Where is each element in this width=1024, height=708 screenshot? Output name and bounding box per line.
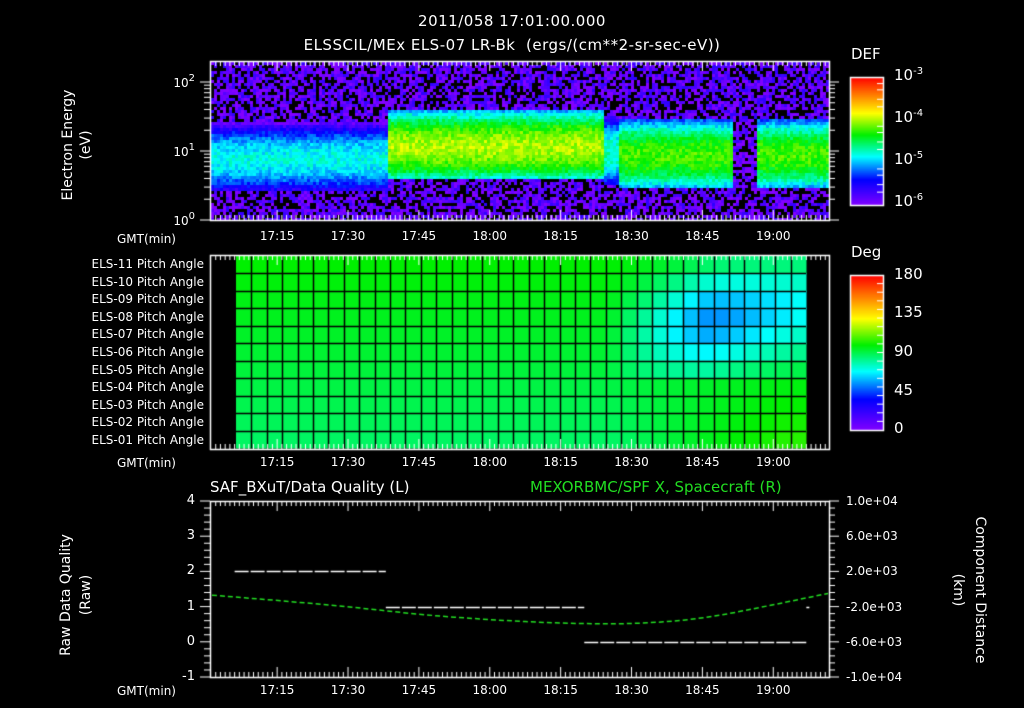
left-y-tick: 1: [186, 598, 195, 614]
def-colorbar-tick: 10-5: [894, 150, 924, 168]
pitch-row-label: ELS-08 Pitch Angle: [91, 309, 204, 324]
plot-timestamp: 2011/058 17:01:00.000: [418, 12, 606, 30]
spectrogram-yunit: (eV): [78, 130, 94, 160]
deg-colorbar-tick: 180: [894, 265, 923, 283]
x-tick-label: 17:30: [330, 229, 366, 243]
x-tick-label: 19:00: [755, 229, 791, 243]
spectrogram-ytick-1: 100: [173, 211, 195, 228]
pitch-row-label: ELS-01 Pitch Angle: [91, 433, 204, 447]
left-y-tick: -1: [182, 669, 195, 684]
x-tick-label: 17:45: [401, 455, 437, 469]
def-colorbar-tick: 10-6: [894, 192, 924, 210]
right-y-tick: 1.0e+04: [846, 494, 898, 508]
def-colorbar-tick: 10-4: [894, 108, 924, 126]
pitch-xlabel: GMT(min): [117, 456, 176, 470]
deg-colorbar-tick: 135: [894, 303, 923, 321]
x-tick-label: 17:15: [259, 455, 295, 469]
plot-subtitle: ELSSCIL/MEx ELS-07 LR-Bk (ergs/(cm**2-sr…: [303, 36, 721, 54]
right-y-tick: 6.0e+03: [846, 529, 898, 544]
pitch-row-label: ELS-05 Pitch Angle: [91, 362, 204, 377]
left-y-tick: 0: [186, 633, 195, 649]
def-colorbar-tick: 10-3: [894, 66, 924, 84]
x-tick-label: 17:45: [401, 683, 437, 697]
right-y-tick: -6.0e+03: [846, 634, 903, 649]
pitch-row-label: ELS-03 Pitch Angle: [91, 397, 204, 412]
pitch-row-label: ELS-04 Pitch Angle: [91, 380, 204, 395]
deg-colorbar-tick: 0: [894, 419, 904, 437]
x-tick-label: 18:15: [543, 683, 578, 697]
lineplot-xlabel: GMT(min): [117, 684, 176, 698]
right-y-tick: -1.0e+04: [846, 670, 903, 684]
right-y-tick: 2.0e+03: [846, 564, 898, 579]
lineplot-left-ylabel: Raw Data Quality: [58, 534, 74, 656]
right-series-title: MEXORBMC/SPF X, Spacecraft (R): [530, 478, 782, 496]
x-tick-label: 18:45: [685, 683, 720, 697]
left-y-tick: 3: [186, 528, 195, 544]
pitch-row-label: ELS-07 Pitch Angle: [91, 327, 204, 342]
x-tick-label: 18:30: [614, 455, 649, 469]
x-tick-label: 18:00: [472, 229, 508, 243]
lineplot-right-ylabel: Component Distance: [972, 516, 988, 664]
x-tick-label: 17:45: [401, 229, 437, 243]
x-tick-label: 17:15: [259, 229, 295, 243]
x-tick-label: 18:45: [685, 229, 720, 243]
x-tick-label: 18:00: [472, 455, 508, 469]
pitch-row-label: ELS-10 Pitch Angle: [91, 274, 204, 289]
x-tick-label: 18:15: [543, 229, 578, 243]
lineplot-right-yunit: (km): [950, 573, 966, 607]
x-tick-label: 18:30: [614, 229, 649, 243]
pitch-row-label: ELS-02 Pitch Angle: [91, 415, 204, 430]
left-y-tick: 4: [186, 493, 195, 508]
spectrogram-xlabel: GMT(min): [117, 232, 176, 246]
x-tick-label: 19:00: [755, 683, 791, 697]
left-y-tick: 2: [186, 563, 195, 579]
x-tick-label: 17:30: [330, 683, 366, 697]
spectrogram-ytick-100: 102: [173, 73, 195, 90]
x-tick-label: 18:15: [543, 455, 578, 469]
lineplot-left-yunit: (Raw): [78, 574, 94, 616]
x-tick-label: 18:45: [685, 455, 720, 469]
left-series-title: SAF_BXuT/Data Quality (L): [210, 478, 410, 496]
deg-colorbar-title: Deg: [851, 243, 882, 261]
x-tick-label: 17:30: [330, 455, 366, 469]
spectrogram-ytick-10: 101: [173, 142, 195, 159]
def-colorbar-title: DEF: [851, 45, 881, 63]
deg-colorbar-tick: 45: [894, 381, 914, 399]
pitch-row-label: ELS-06 Pitch Angle: [91, 345, 204, 359]
deg-colorbar-tick: 90: [894, 342, 914, 360]
x-tick-label: 18:00: [472, 683, 508, 697]
x-tick-label: 19:00: [755, 455, 791, 469]
x-tick-label: 17:15: [259, 683, 295, 697]
pitch-row-label: ELS-09 Pitch Angle: [91, 292, 204, 307]
right-y-tick: -2.0e+03: [846, 599, 903, 614]
spectrogram-ylabel: Electron Energy: [60, 89, 76, 201]
pitch-row-label: ELS-11 Pitch Angle: [91, 257, 204, 271]
x-tick-label: 18:30: [614, 683, 649, 697]
